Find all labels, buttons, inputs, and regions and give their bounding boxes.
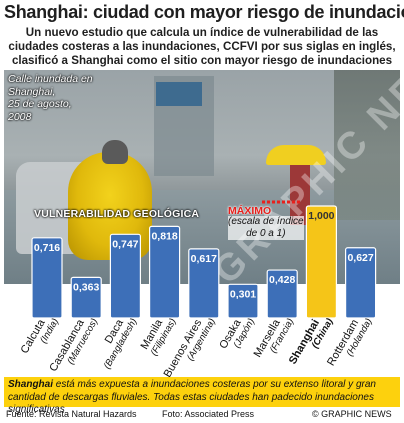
bar <box>109 233 142 319</box>
data-label: 1,000 <box>308 210 334 222</box>
photo-credit: Foto: Associated Press <box>162 409 255 419</box>
bar <box>266 269 298 319</box>
data-label: 0,818 <box>151 230 177 242</box>
bar <box>70 276 102 319</box>
source-text: Fuente: Revista Natural Hazards <box>6 409 137 419</box>
category-label: Rotterdam(Holanda) <box>325 317 375 368</box>
data-label: 0,428 <box>269 274 295 286</box>
bar <box>188 248 220 319</box>
bar <box>345 247 377 319</box>
data-label: 0,617 <box>191 253 217 265</box>
data-label: 0,301 <box>230 288 256 300</box>
data-label: 0,363 <box>73 281 99 293</box>
category-label: Daca(Bangladesh) <box>102 317 140 371</box>
data-label: 0,747 <box>112 238 138 250</box>
footnote-box: Shanghai está más expuesta a inundacione… <box>4 377 400 415</box>
bar <box>305 205 337 319</box>
chart-label: VULNERABILIDAD GEOLÓGICA <box>34 208 200 220</box>
bar <box>31 237 63 319</box>
data-label: 0,716 <box>34 242 60 254</box>
max-label: MÁXIMO <box>228 205 272 217</box>
subtitle: Un nuevo estudio que calcula un índice d… <box>8 26 396 81</box>
photo-caption: Calle inundada en Shanghai, 25 de agosto… <box>8 73 93 123</box>
bar <box>227 283 259 319</box>
bar <box>149 225 181 319</box>
page-title: Shanghai: ciudad con mayor riesgo de inu… <box>4 2 404 22</box>
max-note: (escala de índice de 0 a 1) <box>228 216 304 240</box>
graphic-news-credit: © GRAPHIC NEWS <box>312 409 392 419</box>
data-label: 0,627 <box>347 252 373 264</box>
